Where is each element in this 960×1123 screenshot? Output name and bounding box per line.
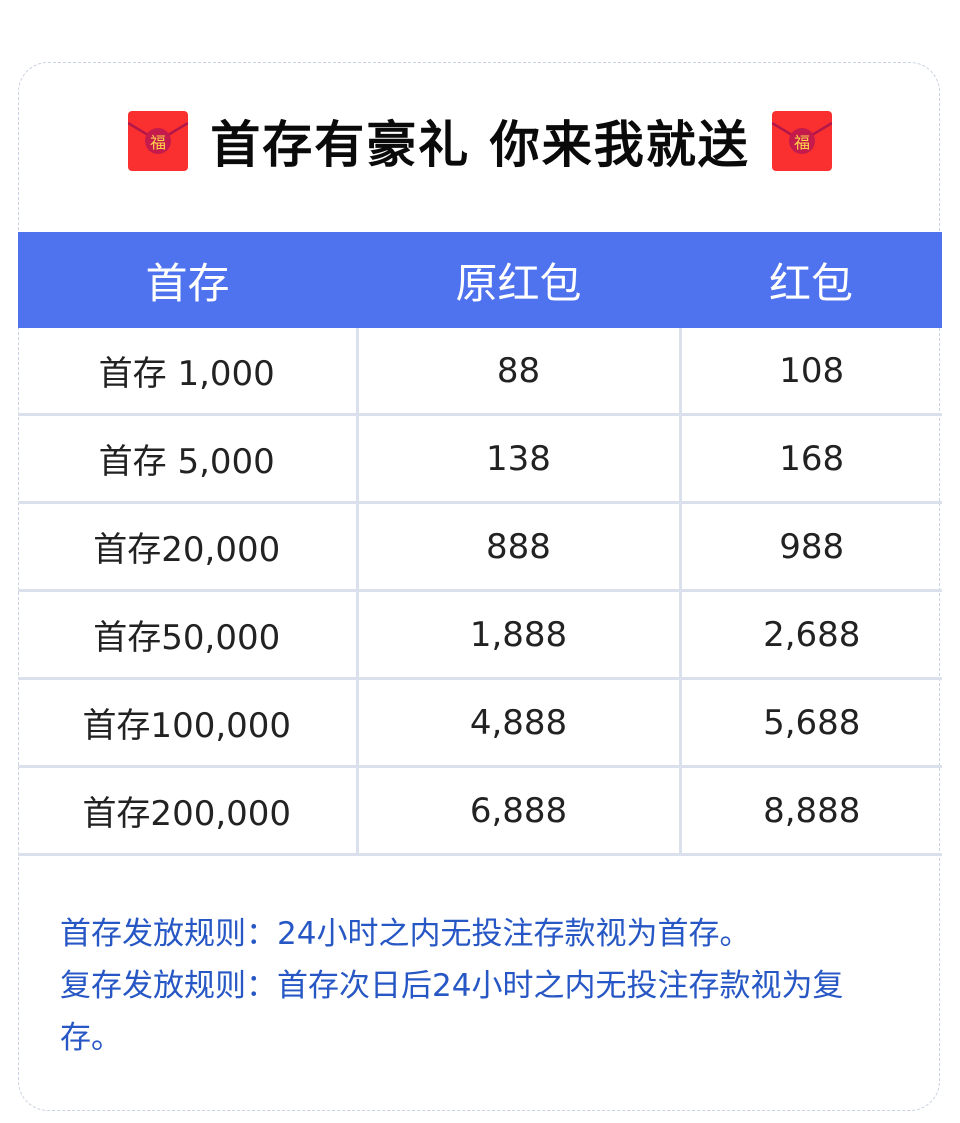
page-title: 首存有豪礼 你来我就送 [210, 116, 750, 174]
envelope-glyph: 福 [150, 133, 166, 152]
bonus-cell: 168 [680, 414, 942, 504]
repeat-deposit-rule: 复存发放规则：首存次日后24小时之内无投注存款视为复存。 [60, 968, 844, 1056]
deposit-cell: 首存50,000 [18, 590, 359, 680]
table-row: 首存 5,000 138 168 [18, 414, 942, 504]
envelope-glyph: 福 [794, 133, 810, 152]
deposit-cell: 首存 5,000 [18, 414, 359, 504]
original-bonus-cell: 88 [357, 328, 682, 416]
bonus-cell: 108 [680, 328, 942, 416]
bonus-cell: 988 [680, 502, 942, 592]
deposit-cell: 首存20,000 [18, 502, 359, 592]
table-row: 首存50,000 1,888 2,688 [18, 590, 942, 680]
red-envelope-icon: 福 [771, 111, 832, 171]
bonus-cell: 8,888 [680, 766, 942, 856]
deposit-cell: 首存100,000 [18, 678, 359, 768]
table-header-row: 首存 原红包 红包 [18, 232, 942, 328]
title-bar: 福 首存有豪礼 你来我就送 福 [0, 108, 960, 174]
deposit-cell: 首存200,000 [18, 766, 359, 856]
original-bonus-cell: 6,888 [357, 766, 682, 856]
column-header-original-bonus: 原红包 [357, 232, 680, 328]
red-envelope-icon: 福 [128, 111, 189, 171]
first-deposit-rule: 首存发放规则：24小时之内无投注存款视为首存。 [60, 916, 751, 952]
original-bonus-cell: 888 [357, 502, 682, 592]
deposit-cell: 首存 1,000 [18, 328, 359, 416]
bonus-cell: 5,688 [680, 678, 942, 768]
table-row: 首存200,000 6,888 8,888 [18, 766, 942, 856]
table-row: 首存20,000 888 988 [18, 502, 942, 592]
table-row: 首存 1,000 88 108 [18, 328, 942, 416]
bonus-cell: 2,688 [680, 590, 942, 680]
column-header-deposit: 首存 [18, 232, 357, 328]
column-header-bonus: 红包 [680, 232, 942, 328]
original-bonus-cell: 4,888 [357, 678, 682, 768]
original-bonus-cell: 138 [357, 414, 682, 504]
original-bonus-cell: 1,888 [357, 590, 682, 680]
bonus-table: 首存 原红包 红包 首存 1,000 88 108 首存 5,000 138 168 首存2… [18, 232, 942, 856]
rules-section: 首存发放规则：24小时之内无投注存款视为首存。 复存发放规则：首存次日后24小时… [60, 908, 900, 1064]
table-row: 首存100,000 4,888 5,688 [18, 678, 942, 768]
